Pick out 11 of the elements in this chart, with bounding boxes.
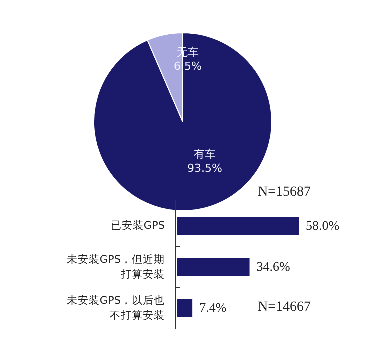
y-tick-label: 未安装GPS，以后也不打算安装 bbox=[66, 294, 165, 324]
data-label: 7.4% bbox=[200, 300, 227, 316]
data-label: 93.5% bbox=[186, 162, 224, 176]
slice-label: 无车 bbox=[176, 46, 200, 60]
annotation: N=15687 bbox=[258, 185, 312, 201]
data-label: 34.6% bbox=[256, 258, 290, 274]
annotation: N=14667 bbox=[258, 300, 312, 316]
y-tick-label: 已安装GPS bbox=[110, 219, 165, 234]
data-label: 58.0% bbox=[306, 218, 340, 234]
slice-label: 有车 bbox=[193, 148, 217, 162]
y-tick-label: 未安装GPS，但近期打算安装 bbox=[66, 252, 165, 282]
